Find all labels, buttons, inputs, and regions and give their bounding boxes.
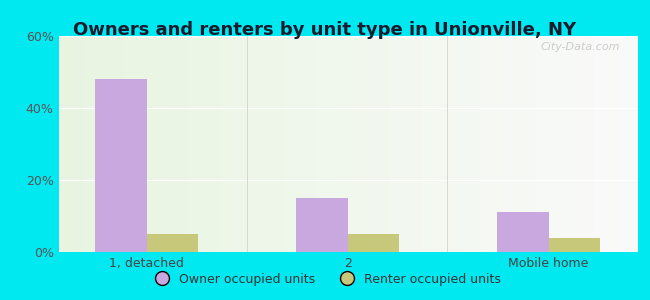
Text: Owners and renters by unit type in Unionville, NY: Owners and renters by unit type in Union… xyxy=(73,21,577,39)
Bar xyxy=(147,234,198,252)
Bar xyxy=(497,212,549,252)
Text: City-Data.com: City-Data.com xyxy=(540,43,619,52)
Legend: Owner occupied units, Renter occupied units: Owner occupied units, Renter occupied un… xyxy=(144,268,506,291)
Bar xyxy=(296,198,348,252)
Bar xyxy=(348,234,399,252)
Bar xyxy=(549,238,600,252)
Bar xyxy=(96,79,147,252)
